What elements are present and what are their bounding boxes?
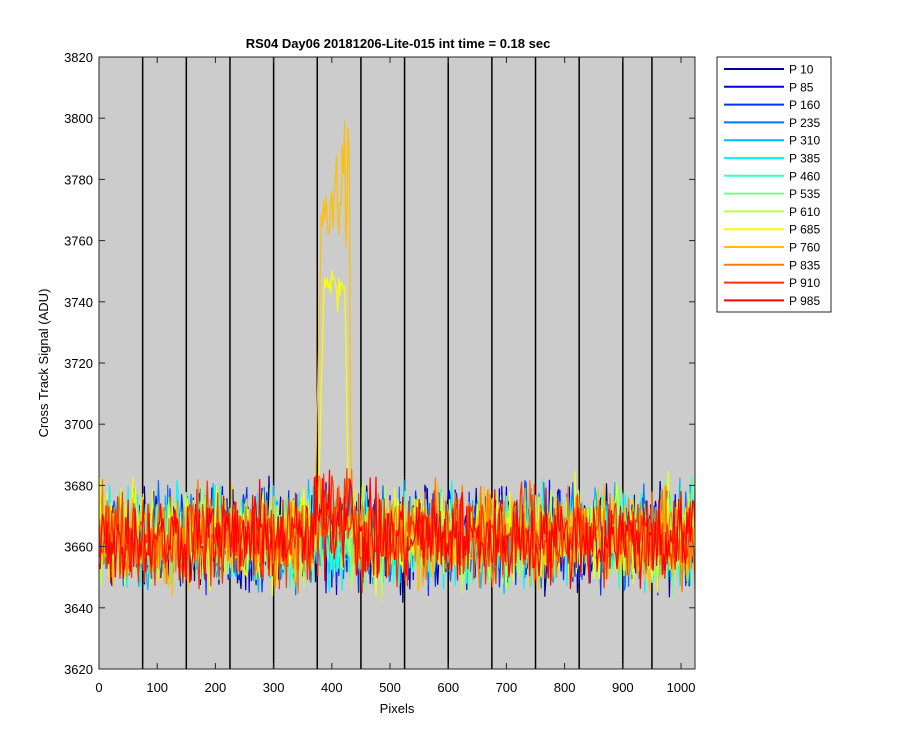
y-tick-label: 3640 <box>64 601 93 616</box>
y-tick-label: 3780 <box>64 172 93 187</box>
x-tick-label: 200 <box>205 680 227 695</box>
x-tick-label: 0 <box>95 680 102 695</box>
chart-title: RS04 Day06 20181206-Lite-015 int time = … <box>246 36 551 51</box>
legend-label: P 910 <box>789 276 820 290</box>
legend-label: P 535 <box>789 187 820 201</box>
legend-label: P 235 <box>789 116 820 130</box>
y-tick-label: 3700 <box>64 417 93 432</box>
y-tick-label: 3660 <box>64 540 93 555</box>
y-tick-label: 3620 <box>64 662 93 677</box>
x-tick-label: 100 <box>146 680 168 695</box>
x-tick-label: 900 <box>612 680 634 695</box>
x-tick-label: 1000 <box>667 680 696 695</box>
legend: P 10 P 85 P 160 P 235 P 310 P 385 P 460 P 535 P … <box>716 56 832 313</box>
series-line <box>99 469 695 590</box>
legend-box <box>716 56 832 313</box>
legend-label: P 610 <box>789 205 820 219</box>
series-lines <box>99 120 695 603</box>
x-tick-label: 700 <box>496 680 518 695</box>
legend-label: P 385 <box>789 152 820 166</box>
y-tick-label: 3680 <box>64 478 93 493</box>
x-tick-label: 600 <box>437 680 459 695</box>
y-tick-label: 3740 <box>64 295 93 310</box>
x-axis-ticks: 0 100 200 300 400 500 600 700 800 900 1000 <box>95 57 695 695</box>
x-axis-label: Pixels <box>380 701 415 716</box>
x-tick-label: 500 <box>379 680 401 695</box>
legend-label: P 10 <box>789 63 814 77</box>
legend-label: P 160 <box>789 98 820 112</box>
y-axis-label: Cross Track Signal (ADU) <box>36 289 51 438</box>
y-axis-ticks: 3620 3640 3660 3680 3700 3720 3740 3760 3780 3800… <box>64 50 695 677</box>
legend-label: P 685 <box>789 223 820 237</box>
legend-label: P 310 <box>789 134 820 148</box>
legend-label: P 985 <box>789 294 820 308</box>
x-tick-label: 400 <box>321 680 343 695</box>
y-tick-label: 3820 <box>64 50 93 65</box>
legend-label: P 835 <box>789 258 820 272</box>
y-tick-label: 3720 <box>64 356 93 371</box>
x-tick-label: 300 <box>263 680 285 695</box>
y-tick-label: 3760 <box>64 234 93 249</box>
x-tick-label: 800 <box>554 680 576 695</box>
y-tick-label: 3800 <box>64 111 93 126</box>
legend-label: P 85 <box>789 80 814 94</box>
legend-label: P 760 <box>789 241 820 255</box>
legend-label: P 460 <box>789 169 820 183</box>
